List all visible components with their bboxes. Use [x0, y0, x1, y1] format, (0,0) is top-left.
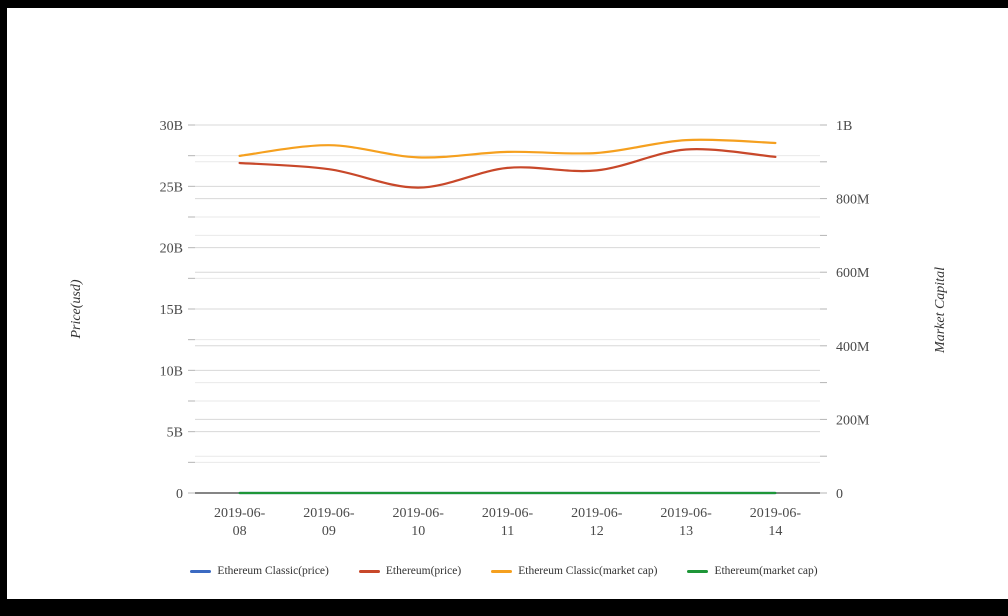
x-axis-tick-label: 14 — [768, 524, 782, 539]
legend-line-icon — [491, 569, 513, 573]
left-axis-title: Price(usd) — [69, 279, 84, 339]
x-axis-tick-label: 2019-06- — [303, 506, 355, 521]
legend-line-icon — [358, 569, 380, 573]
right-axis-tick-label: 200M — [836, 413, 870, 428]
legend-item-ethereum-classic-price[interactable]: Ethereum Classic(price) — [190, 565, 329, 577]
series-line-ethereum-classic-market-cap[interactable] — [238, 138, 777, 159]
x-axis-tick-label: 09 — [322, 524, 336, 539]
legend-label: Ethereum(market cap) — [714, 565, 818, 577]
legend-line-icon — [687, 569, 709, 573]
right-axis-tick-label: 0 — [836, 487, 843, 502]
x-axis-tick-label: 2019-06- — [571, 506, 623, 521]
legend-item-ethereum-price[interactable]: Ethereum(price) — [358, 565, 462, 577]
right-axis-title: Market Capital — [933, 267, 948, 354]
x-axis-tick-label: 2019-06- — [214, 506, 266, 521]
left-axis-tick-label: 5B — [167, 426, 183, 441]
legend-item-ethereum-classic-market-cap[interactable]: Ethereum Classic(market cap) — [491, 565, 657, 577]
x-axis-tick-label: 2019-06- — [482, 506, 534, 521]
legend-label: Ethereum(price) — [385, 565, 462, 577]
right-axis-tick-label: 800M — [836, 193, 870, 208]
left-axis-tick-label: 10B — [160, 364, 183, 379]
right-axis-tick-label: 1B — [836, 119, 852, 134]
x-axis-tick-label: 13 — [679, 524, 693, 539]
window-border-top — [0, 0, 1008, 8]
left-axis-tick-label: 0 — [176, 487, 183, 502]
legend-line-icon — [190, 569, 212, 573]
window-border-bottom — [0, 599, 1008, 616]
legend-label: Ethereum Classic(price) — [217, 565, 329, 577]
x-axis-tick-label: 10 — [411, 524, 425, 539]
legend-label: Ethereum Classic(market cap) — [518, 565, 658, 577]
left-axis-tick-label: 15B — [160, 303, 183, 318]
right-axis-tick-label: 600M — [836, 266, 870, 281]
right-axis-tick-label: 400M — [836, 340, 870, 355]
left-axis-tick-label: 30B — [160, 119, 183, 134]
window-border-left — [0, 0, 7, 616]
legend: Ethereum Classic(price) Ethereum(price) Et… — [0, 565, 1008, 577]
legend-item-ethereum-market-cap[interactable]: Ethereum(market cap) — [687, 565, 818, 577]
x-axis-tick-label: 2019-06- — [393, 506, 445, 521]
x-axis-tick-label: 2019-06- — [750, 506, 802, 521]
x-axis-tick-label: 11 — [501, 524, 514, 539]
x-axis-tick-label: 08 — [233, 524, 247, 539]
x-axis-tick-label: 2019-06- — [660, 506, 712, 521]
left-axis-tick-label: 25B — [160, 180, 183, 195]
x-axis-tick-label: 12 — [590, 524, 604, 539]
left-axis-tick-label: 20B — [160, 242, 183, 257]
series-line-ethereum-price[interactable] — [238, 148, 777, 189]
